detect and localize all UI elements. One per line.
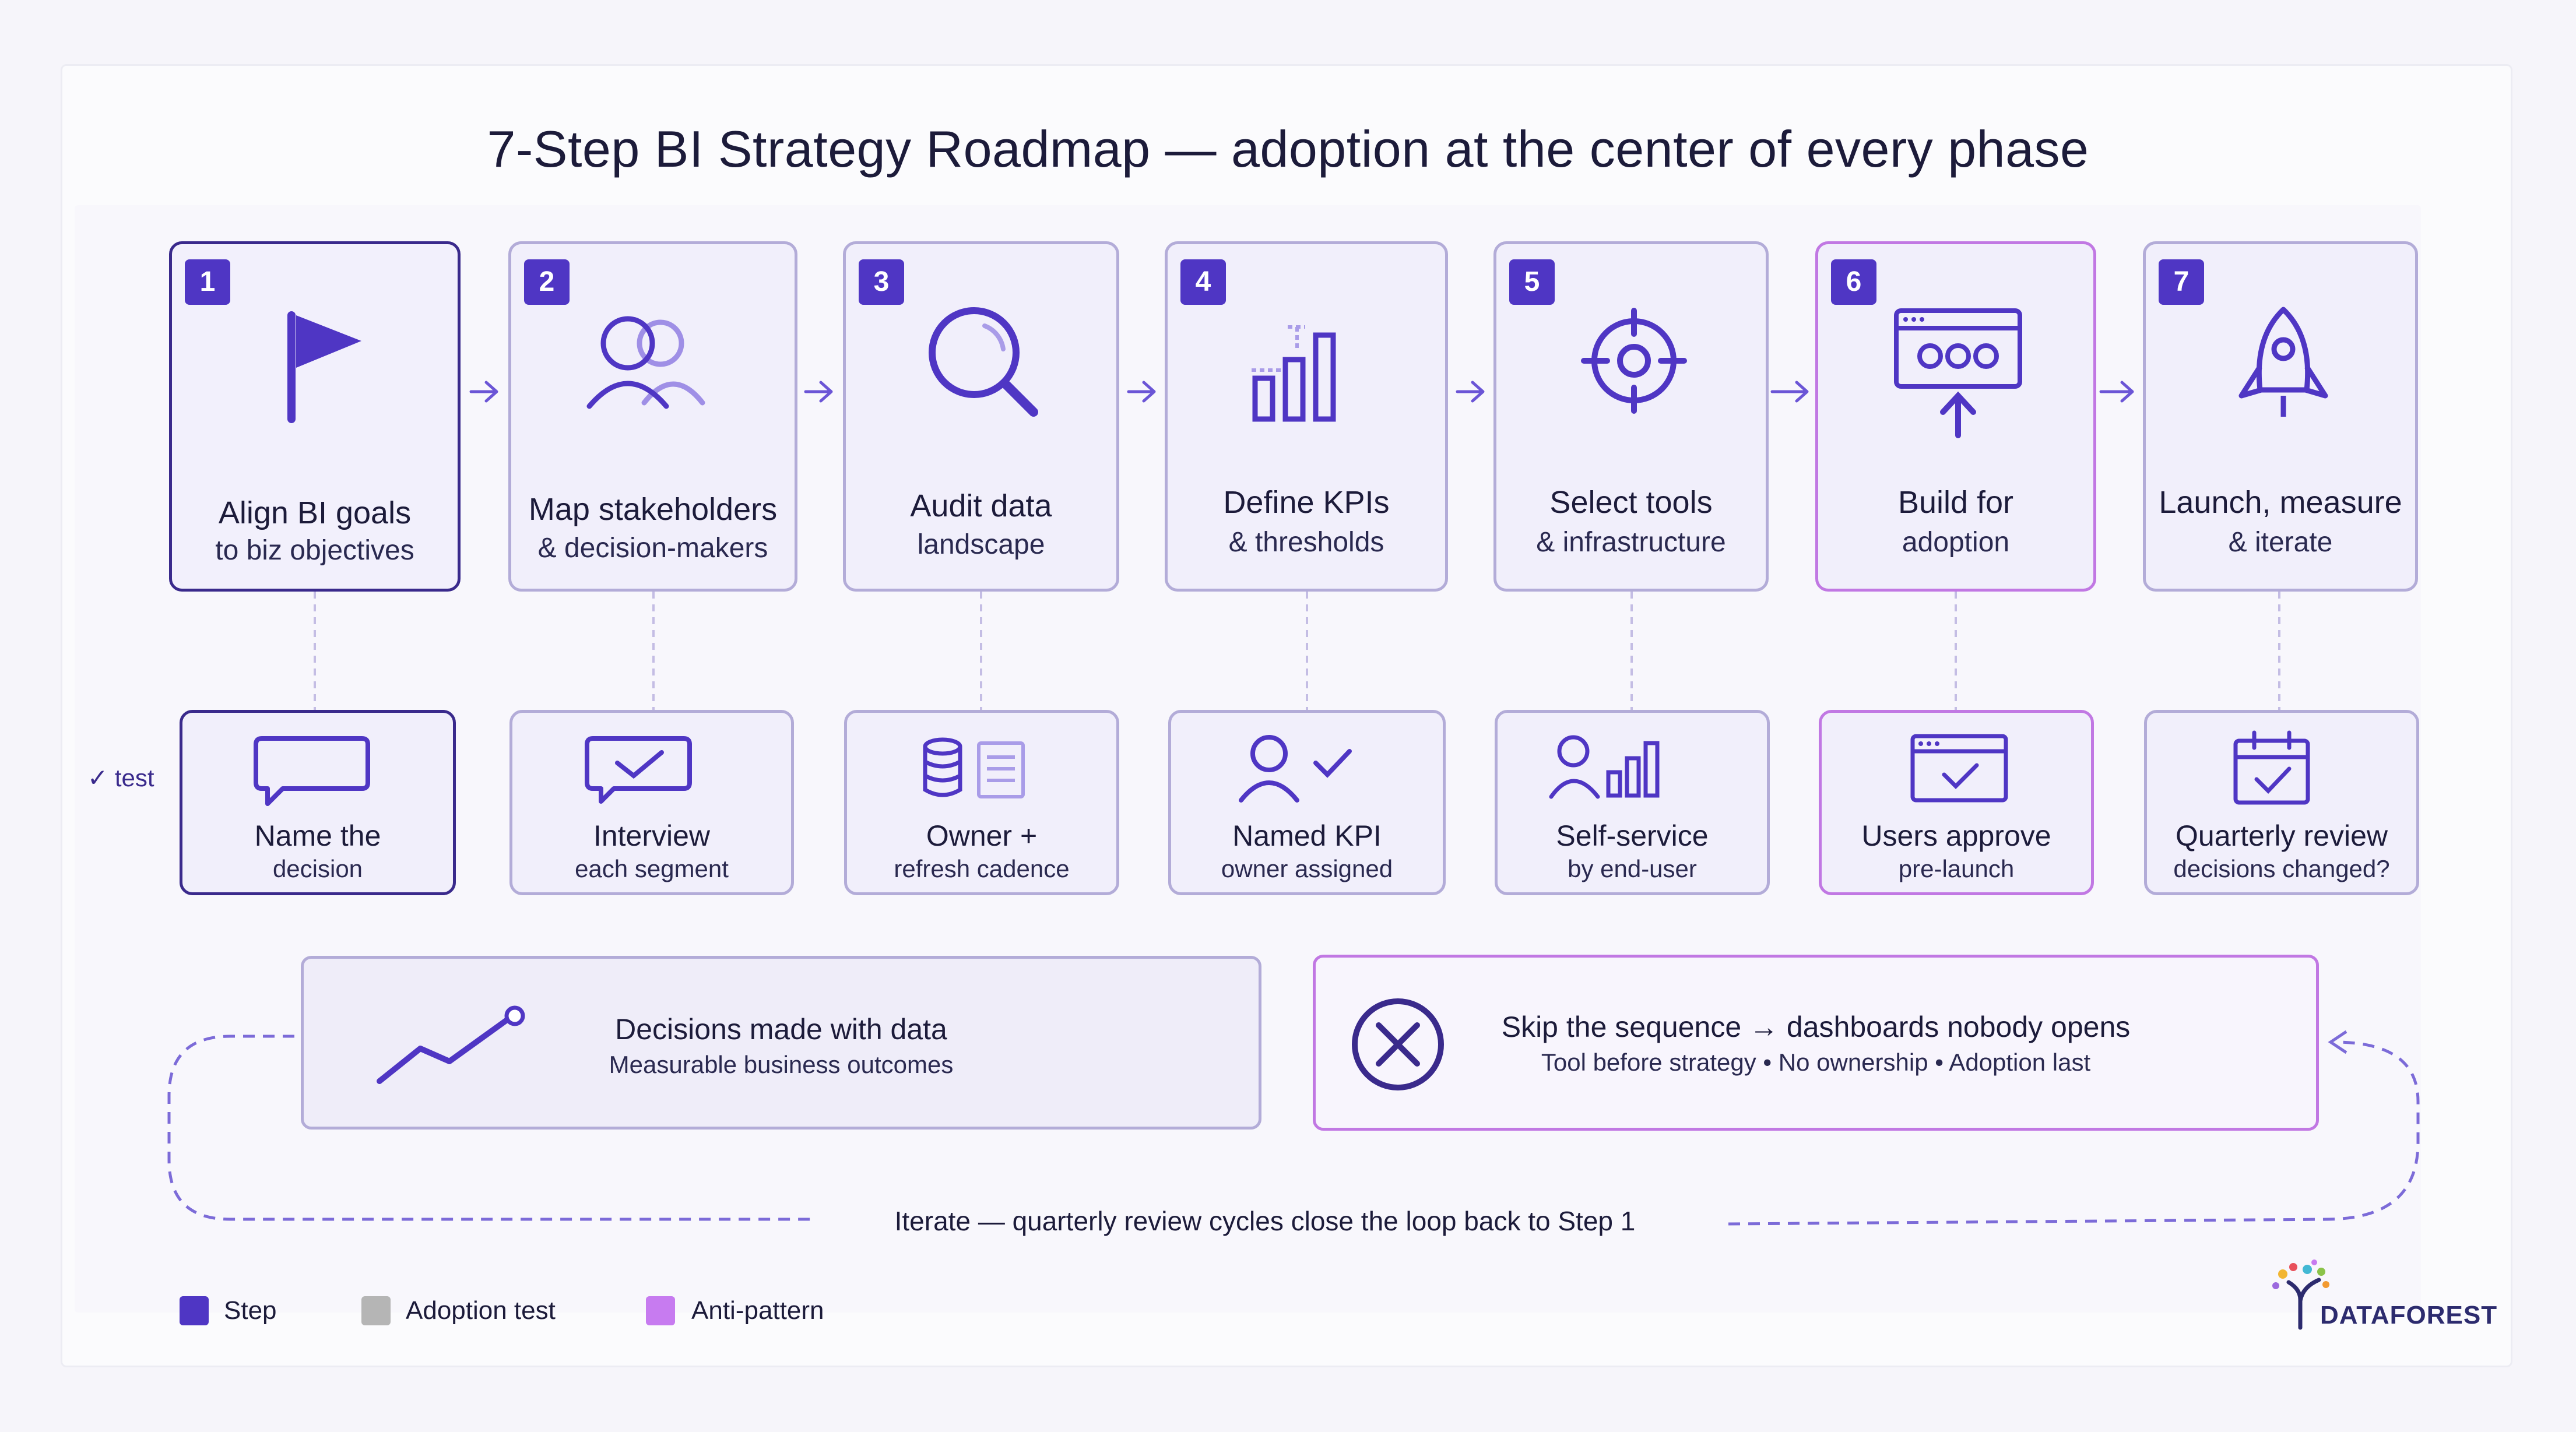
x-circle-icon bbox=[1352, 998, 1444, 1090]
step-title: Launch, measure bbox=[2159, 485, 2402, 520]
step-subtitle: to biz objectives bbox=[215, 535, 414, 566]
legend-label-anti-pattern: Anti-pattern bbox=[691, 1296, 824, 1325]
step-title: Build for bbox=[1897, 485, 2014, 520]
loop-arrow-head bbox=[2328, 1030, 2347, 1054]
test-subtitle: decision bbox=[272, 855, 363, 882]
test-subtitle: decisions changed? bbox=[2173, 855, 2390, 882]
step-arrow-6-7 bbox=[2099, 381, 2134, 403]
step-number-badge: 4 bbox=[1180, 259, 1226, 305]
adoption-test-card-7: Quarterly review decisions changed? bbox=[2144, 710, 2419, 895]
legend-swatch-anti-pattern bbox=[646, 1296, 675, 1325]
test-subtitle: owner assigned bbox=[1221, 855, 1393, 882]
outcome-success-panel: Decisions made with data Measurable busi… bbox=[301, 956, 1261, 1130]
trend-line-icon bbox=[377, 1005, 525, 1084]
step-title: Select tools bbox=[1549, 485, 1713, 520]
users-icon bbox=[586, 316, 705, 409]
iterate-loop-label: Iterate — quarterly review cycles close … bbox=[894, 1206, 1636, 1236]
step-number-badge: 2 bbox=[524, 259, 570, 305]
test-title: Users approve bbox=[1861, 819, 2051, 852]
test-title: Name the bbox=[254, 819, 381, 852]
legend-swatch-step bbox=[180, 1296, 209, 1325]
step-arrow-1-2 bbox=[469, 381, 498, 403]
step-subtitle: landscape bbox=[917, 529, 1045, 560]
dataforest-logo: DATAFOREST bbox=[2320, 1301, 2498, 1329]
step-title: Define KPIs bbox=[1223, 485, 1390, 520]
step-subtitle: adoption bbox=[1902, 527, 2010, 558]
anti-pattern-title: Skip the sequence → dashboards nobody op… bbox=[1501, 1011, 2131, 1043]
dataforest-tree-icon bbox=[2272, 1259, 2329, 1330]
anti-pattern-panel: Skip the sequence → dashboards nobody op… bbox=[1313, 955, 2319, 1131]
page-title: 7-Step BI Strategy Roadmap — adoption at… bbox=[487, 120, 2089, 178]
step-number-badge: 6 bbox=[1831, 259, 1876, 305]
step-card-5: 5 Select tools & infrastructure bbox=[1493, 241, 1769, 592]
test-title: Self-service bbox=[1556, 819, 1709, 852]
step-title: Map stakeholders bbox=[528, 492, 778, 527]
outcome-success-subtitle: Measurable business outcomes bbox=[609, 1051, 954, 1078]
window-check-icon bbox=[1910, 734, 2008, 803]
iterate-loop bbox=[167, 1035, 2420, 1226]
anti-pattern-subtitle: Tool before strategy • No ownership • Ad… bbox=[1541, 1049, 2091, 1076]
step-number-badge: 1 bbox=[185, 259, 230, 305]
step-number-badge: 5 bbox=[1509, 259, 1555, 305]
test-title: Named KPI bbox=[1232, 819, 1382, 852]
step-card-4: 4 Define KPIs & thresholds bbox=[1165, 241, 1448, 592]
test-subtitle: refresh cadence bbox=[894, 855, 1070, 882]
user-chart-icon bbox=[1549, 735, 1660, 799]
dashboard-upload-icon bbox=[1894, 308, 2022, 438]
adoption-test-card-3: Owner + refresh cadence bbox=[844, 710, 1119, 895]
legend-label-step: Step bbox=[224, 1296, 277, 1325]
legend-label-adoption-test: Adoption test bbox=[406, 1296, 556, 1325]
step-subtitle: & iterate bbox=[2228, 527, 2333, 558]
adoption-test-card-2: Interview each segment bbox=[509, 710, 794, 895]
step-number-badge: 3 bbox=[859, 259, 904, 305]
chat-check-icon bbox=[585, 736, 692, 804]
legend-swatch-adoption-test bbox=[361, 1296, 391, 1325]
adoption-test-card-6: Users approve pre-launch bbox=[1819, 710, 2094, 895]
test-subtitle: each segment bbox=[575, 855, 729, 882]
calendar-check-icon bbox=[2233, 730, 2310, 805]
test-subtitle: by end-user bbox=[1568, 855, 1697, 882]
step-card-2: 2 Map stakeholders & decision-makers bbox=[508, 241, 797, 592]
step-arrow-5-6 bbox=[1770, 381, 1809, 403]
test-title: Interview bbox=[593, 819, 711, 852]
test-subtitle: pre-launch bbox=[1898, 855, 2015, 882]
step-title: Align BI goals bbox=[218, 495, 412, 530]
rocket-icon bbox=[2238, 307, 2328, 417]
magnifier-icon bbox=[929, 307, 1038, 417]
adoption-test-card-1: Name the decision bbox=[180, 710, 456, 895]
step-arrow-4-5 bbox=[1456, 381, 1485, 403]
target-icon bbox=[1581, 308, 1687, 414]
outcome-success-title: Decisions made with data bbox=[615, 1013, 947, 1046]
test-title: Quarterly review bbox=[2176, 819, 2388, 852]
step-card-7: 7 Launch, measure & iterate bbox=[2143, 241, 2418, 592]
step-number-badge: 7 bbox=[2159, 259, 2204, 305]
bar-chart-icon bbox=[1252, 325, 1336, 422]
step-card-6: 6 Build for adoption bbox=[1815, 241, 2096, 592]
flag-icon bbox=[287, 311, 361, 423]
step-subtitle: & thresholds bbox=[1228, 527, 1384, 558]
step-card-1: 1 Align BI goals to biz objectives bbox=[169, 241, 461, 592]
step-card-3: 3 Audit data landscape bbox=[843, 241, 1119, 592]
test-row-label: ✓ test bbox=[87, 764, 154, 791]
database-doc-icon bbox=[923, 737, 1025, 798]
step-title: Audit data bbox=[910, 488, 1052, 523]
step-subtitle: & infrastructure bbox=[1536, 527, 1726, 558]
adoption-test-card-4: Named KPI owner assigned bbox=[1168, 710, 1446, 895]
user-check-icon bbox=[1239, 735, 1352, 803]
step-subtitle: & decision-makers bbox=[537, 533, 768, 564]
step-arrow-2-3 bbox=[804, 381, 833, 403]
adoption-test-card-5: Self-service by end-user bbox=[1495, 710, 1770, 895]
speech-bubble-icon bbox=[254, 736, 370, 806]
test-title: Owner + bbox=[926, 819, 1038, 852]
step-arrow-3-4 bbox=[1127, 381, 1156, 403]
